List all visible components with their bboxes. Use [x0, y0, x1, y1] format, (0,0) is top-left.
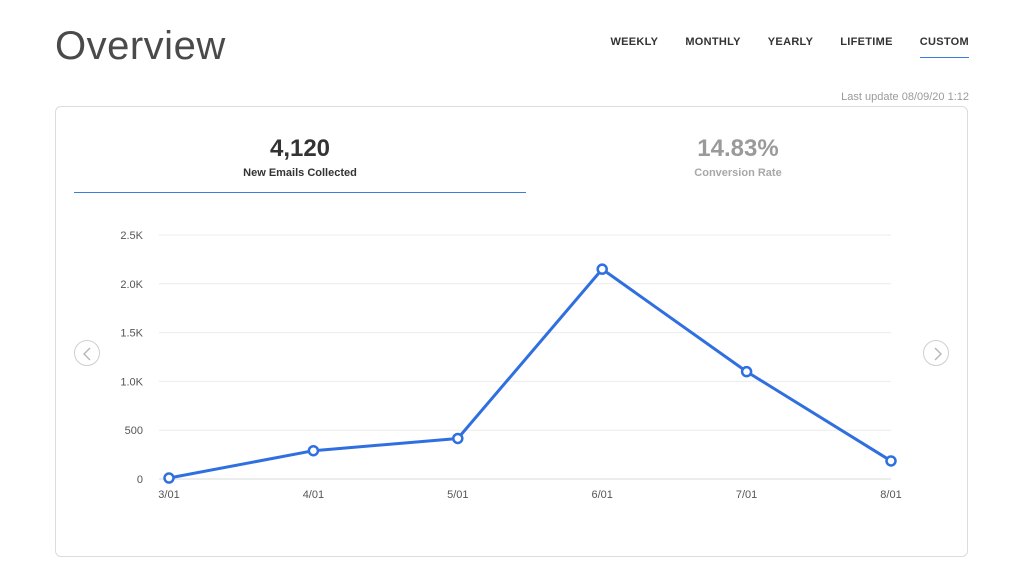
y-tick-label: 500 — [125, 425, 143, 437]
x-tick-label: 3/01 — [158, 489, 179, 501]
data-point[interactable] — [307, 444, 320, 457]
data-point[interactable] — [452, 432, 464, 445]
metric-value: 4,120 — [269, 135, 331, 162]
y-tick-label: 1.0K — [120, 376, 143, 388]
x-tick-label: 5/01 — [447, 489, 468, 501]
chevron-left-icon — [83, 347, 91, 361]
x-tick-label: 6/01 — [591, 489, 612, 501]
data-point[interactable] — [885, 455, 897, 467]
active-metric-indicator — [74, 192, 526, 193]
y-tick-label: 1.5K — [120, 328, 143, 340]
data-point[interactable] — [740, 365, 753, 378]
page-title: Overview — [55, 24, 226, 68]
tab-weekly[interactable]: WEEKLY — [610, 36, 659, 48]
y-tick-label: 2.0K — [120, 279, 143, 291]
prev-button[interactable] — [74, 340, 100, 366]
last-update-text: Last update 08/09/20 1:12 — [841, 91, 969, 103]
chart-card: 4,120 New Emails Collected 14.83% Conver… — [55, 106, 968, 557]
x-tick-label: 8/01 — [880, 489, 901, 501]
y-tick-label: 2.5K — [120, 230, 143, 242]
tab-lifetime[interactable]: LIFETIME — [840, 36, 893, 48]
tab-custom[interactable]: CUSTOM — [919, 36, 969, 58]
metric-tab-new-emails[interactable]: 4,120 New Emails Collected — [74, 135, 526, 179]
next-button[interactable] — [923, 340, 949, 366]
y-tick-label: 0 — [137, 474, 143, 486]
x-tick-label: 4/01 — [303, 489, 324, 501]
metric-label: Conversion Rate — [694, 167, 782, 179]
tab-yearly[interactable]: YEARLY — [767, 36, 814, 48]
tab-monthly[interactable]: MONTHLY — [685, 36, 741, 48]
data-point[interactable] — [596, 263, 608, 275]
data-point[interactable] — [163, 472, 175, 484]
metric-value: 14.83% — [697, 135, 779, 162]
metric-tab-conversion-rate[interactable]: 14.83% Conversion Rate — [512, 135, 964, 179]
metric-label: New Emails Collected — [243, 167, 357, 179]
line-chart: 0 500 1.0K 1.5K 2.0K 2.5K 3/01 4/01 5/01 6/01 7/01… — [120, 230, 901, 501]
series-line — [168, 267, 892, 480]
x-tick-label: 7/01 — [736, 489, 757, 501]
chevron-right-icon — [934, 347, 942, 361]
time-range-tabs: WEEKLY MONTHLY YEARLY LIFETIME CUSTOM — [583, 36, 969, 58]
